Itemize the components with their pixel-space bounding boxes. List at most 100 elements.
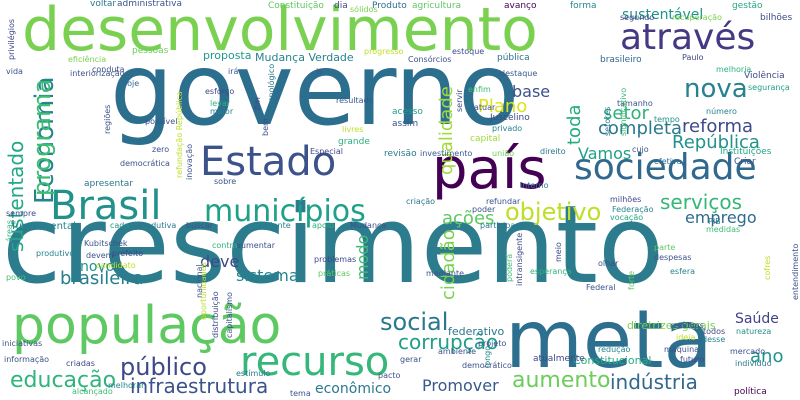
- word-intransigente: intransigente: [515, 232, 524, 286]
- word-mediante: mediante: [426, 269, 465, 278]
- word-emprego: emprego: [685, 208, 757, 227]
- word-refundar: refundar: [486, 197, 521, 206]
- word-interno: interno: [520, 181, 549, 190]
- word-candidato: candidato: [96, 261, 136, 270]
- word-kubitschek: Kubitschek: [84, 239, 128, 248]
- word-medidas: medidas: [706, 225, 741, 234]
- word-criacao: criação: [406, 197, 436, 206]
- word-ira: irá: [228, 67, 239, 76]
- word-melhorar: melhorar: [108, 381, 145, 390]
- word-forma: forma: [570, 1, 597, 11]
- word-vocacao: vocação: [610, 213, 644, 222]
- word-apoio: apoio: [312, 221, 334, 230]
- word-tamanho: tamanho: [617, 99, 653, 108]
- word-devem: devem: [86, 251, 114, 260]
- word-social: social: [380, 308, 449, 336]
- word-servir: servir: [455, 89, 464, 112]
- word-capitalismo: capitalismo: [225, 292, 234, 338]
- word-publica: pública: [497, 53, 530, 63]
- word-aumento: aumento: [512, 368, 611, 393]
- word-plano: Plano: [478, 96, 528, 117]
- word-mudanca: Mudança: [350, 221, 387, 230]
- word-uniao: união: [492, 149, 515, 158]
- word-programa: programa: [28, 78, 56, 196]
- word-mudanca-verdade: Mudança Verdade: [255, 51, 354, 64]
- word-despesas: despesas: [654, 253, 692, 262]
- word-cujo: cujo: [632, 145, 649, 154]
- word-federativo: federativo: [448, 325, 505, 338]
- word-brasileiro: brasileiro: [600, 55, 642, 65]
- word-esforco: esforço: [205, 87, 235, 96]
- word-violencia: Violência: [744, 71, 785, 81]
- word-pib: PIB: [708, 217, 721, 226]
- word-privilegios: privilégios: [7, 18, 16, 60]
- word-toda: toda: [564, 104, 585, 145]
- word-residuos: resíduos: [670, 321, 704, 330]
- word-meio: meio: [554, 242, 563, 262]
- word-fundamental: fundamental: [12, 221, 76, 232]
- word-apresentar: apresentar: [84, 179, 133, 189]
- word-educacao: educação: [10, 368, 117, 393]
- word-promover: Promover: [422, 376, 499, 395]
- word-parte: parte: [654, 243, 676, 252]
- word-revisao: revisão: [384, 149, 417, 159]
- word-tempo: tempo: [654, 115, 680, 124]
- word-capital: capital: [470, 134, 501, 144]
- word-mercado: mercado: [730, 347, 766, 356]
- word-efetiva: efetiva: [654, 157, 682, 166]
- word-diretrizes-gerais: diretrizes gerais: [627, 319, 716, 332]
- word-setor: setor: [603, 103, 649, 124]
- word-seguranca: segurança: [748, 83, 790, 92]
- word-consorcios: Consórcios: [408, 55, 452, 64]
- word-desse: desse: [702, 335, 726, 344]
- word-produtiva: produtiva: [138, 221, 177, 230]
- word-desenvolvimento: desenvolvimento: [22, 0, 538, 65]
- word-livres: livres: [342, 125, 364, 134]
- word-setores: setores: [603, 106, 612, 136]
- word-povo: povo: [6, 273, 26, 282]
- word-brasileira: brasileira: [60, 268, 144, 289]
- word-nova: nova: [684, 74, 748, 104]
- word-segundo: segundo: [620, 13, 655, 22]
- word-olhar: olhar: [598, 259, 619, 268]
- word-objetivo: objetivo: [505, 198, 602, 226]
- word-bem: bem: [261, 118, 270, 136]
- word-estimulo: estímulo: [236, 369, 271, 378]
- word-recuperacao: recuperação: [672, 13, 722, 22]
- word-esperanca: esperança: [530, 267, 572, 276]
- word-constituicao: Constituição: [268, 1, 324, 11]
- word-individuo: indivíduo: [735, 359, 772, 368]
- word-iniciativas: iniciativas: [2, 339, 43, 348]
- word-servicos: serviços: [660, 190, 742, 214]
- word-distribuicao: distribuição: [211, 291, 220, 338]
- word-publico: público: [120, 353, 207, 381]
- word-cidadao: cidadão: [438, 229, 459, 300]
- word-resultado: resultado: [336, 96, 374, 105]
- word-constitucional: Constitucional: [573, 354, 652, 367]
- word-saude: Saúde: [735, 311, 779, 327]
- word-maquina: máquina: [664, 345, 700, 354]
- word-acoes: ações: [442, 208, 495, 229]
- word-presidente: presidente: [248, 221, 291, 230]
- word-politica: política: [734, 387, 767, 397]
- word-populacao: população: [12, 296, 282, 356]
- word-poder: poder: [472, 205, 496, 214]
- word-problemas: problemas: [314, 255, 357, 264]
- word-nacional: nacional: [195, 264, 204, 298]
- word-completa: completa: [598, 118, 683, 139]
- word-tecnologico: tecnológico: [267, 63, 276, 110]
- word-voltar: voltar: [90, 0, 117, 9]
- word-reducao: redução: [598, 345, 631, 354]
- word-economico: econômico: [315, 381, 392, 397]
- word-democratico: democrático: [462, 361, 512, 370]
- word-tema: tema: [290, 389, 311, 398]
- word-paulo: Paulo: [682, 53, 704, 62]
- word-podera: poderá: [505, 253, 514, 282]
- word-republica: República: [672, 132, 760, 153]
- word-informacao: informação: [4, 355, 50, 364]
- word-recurso: recurso: [240, 339, 390, 385]
- word-levar: levar: [210, 99, 231, 108]
- word-reforma: reforma: [682, 116, 754, 137]
- word-brasil: Brasil: [50, 183, 162, 229]
